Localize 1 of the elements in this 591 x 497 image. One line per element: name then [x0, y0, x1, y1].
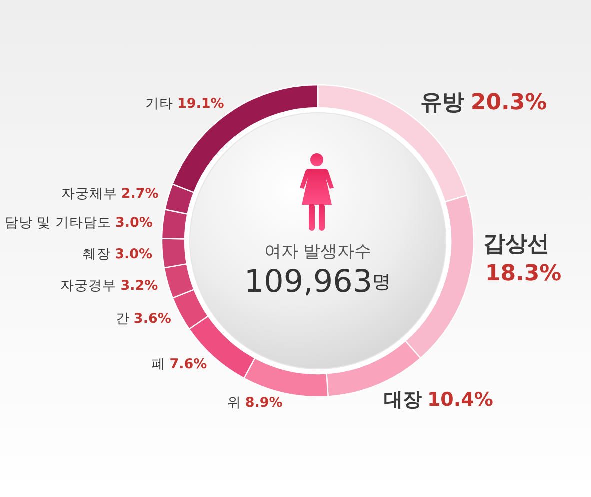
annotation: 여자 발생자수 [264, 242, 372, 262]
